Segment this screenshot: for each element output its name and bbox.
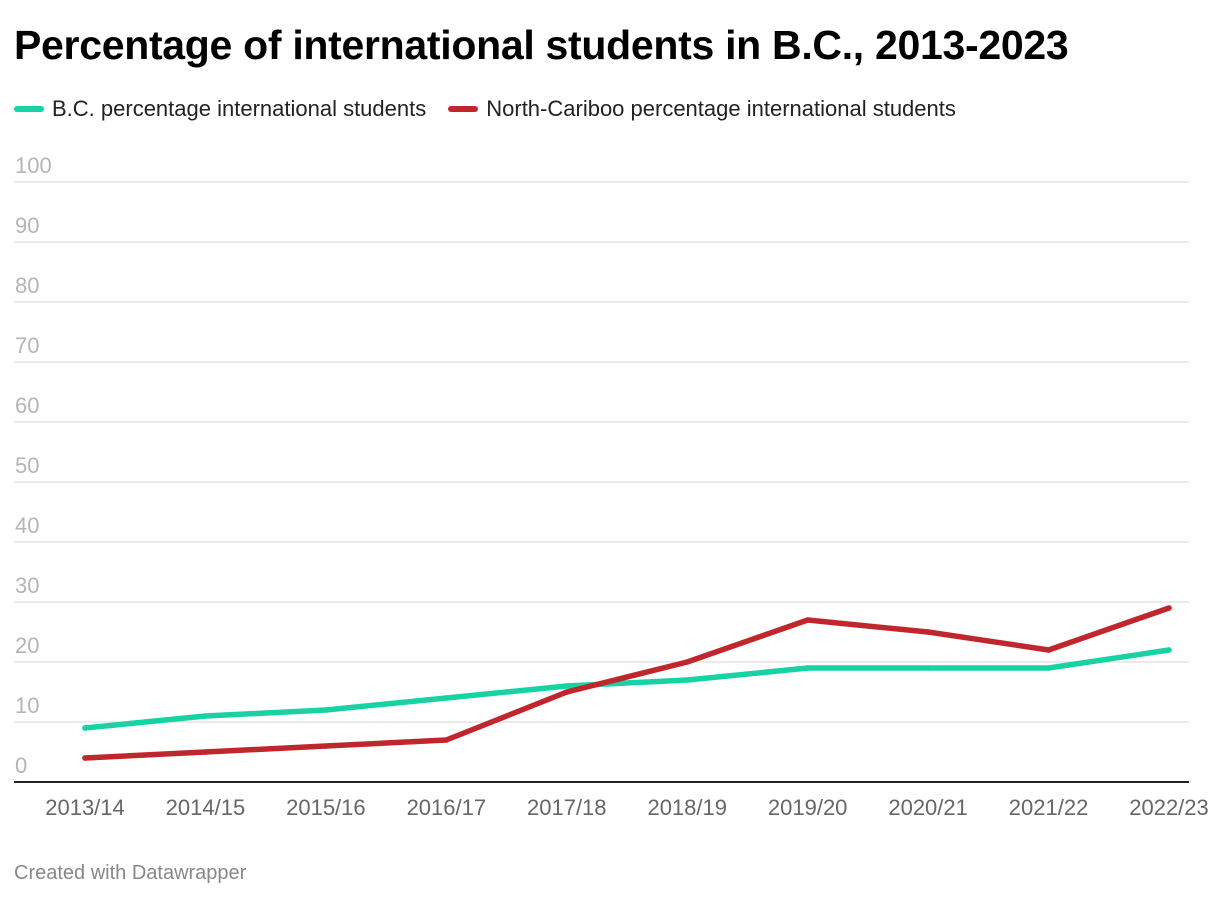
y-tick-label: 100 xyxy=(15,153,52,178)
data-point xyxy=(564,683,570,689)
y-tick-label: 70 xyxy=(15,333,39,358)
x-tick-label: 2020/21 xyxy=(888,795,968,820)
y-tick-label: 40 xyxy=(15,513,39,538)
data-point xyxy=(925,665,931,671)
data-point xyxy=(323,743,329,749)
y-tick-label: 20 xyxy=(15,633,39,658)
y-tick-label: 60 xyxy=(15,393,39,418)
y-tick-label: 50 xyxy=(15,453,39,478)
legend-label-bc: B.C. percentage international students xyxy=(52,96,427,121)
data-point xyxy=(1045,647,1052,653)
data-point xyxy=(82,725,88,731)
data-point xyxy=(564,689,570,695)
x-tick-label: 2013/14 xyxy=(45,795,125,820)
y-tick-label: 80 xyxy=(15,273,39,298)
x-tick-label: 2022/23 xyxy=(1129,795,1209,820)
series-line-1 xyxy=(82,605,1172,761)
data-point xyxy=(1045,665,1052,671)
data-point xyxy=(1166,605,1172,611)
data-point xyxy=(804,617,811,623)
x-tick-label: 2016/17 xyxy=(407,795,487,820)
x-tick-label: 2017/18 xyxy=(527,795,607,820)
x-tick-label: 2018/19 xyxy=(647,795,727,820)
data-point xyxy=(82,755,88,761)
chart-title: Percentage of international students in … xyxy=(14,22,1069,68)
data-point xyxy=(202,749,209,755)
x-tick-label: 2021/22 xyxy=(1009,795,1089,820)
x-tick-label: 2014/15 xyxy=(166,795,246,820)
x-tick-label: 2015/16 xyxy=(286,795,366,820)
data-point xyxy=(443,695,450,701)
data-point xyxy=(202,713,209,719)
data-point xyxy=(684,677,690,683)
x-tick-label: 2019/20 xyxy=(768,795,848,820)
legend-item-north-cariboo: North-Cariboo percentage international s… xyxy=(448,96,956,122)
data-point xyxy=(804,665,811,671)
data-point xyxy=(684,659,690,665)
data-point xyxy=(1166,647,1172,653)
y-tick-label: 10 xyxy=(15,693,39,718)
legend-swatch-north-cariboo xyxy=(448,106,479,112)
footer-credit: Created with Datawrapper xyxy=(14,862,247,884)
y-tick-label: 30 xyxy=(15,573,39,598)
legend: B.C. percentage international students N… xyxy=(14,96,978,122)
data-point xyxy=(323,707,329,713)
data-point xyxy=(443,737,450,743)
data-point xyxy=(925,629,931,635)
legend-swatch-bc xyxy=(14,106,44,112)
legend-item-bc: B.C. percentage international students xyxy=(14,96,426,122)
series-line-0 xyxy=(82,647,1172,731)
y-tick-label: 0 xyxy=(15,753,27,778)
y-tick-label: 90 xyxy=(15,213,39,238)
legend-label-north-cariboo: North-Cariboo percentage international s… xyxy=(486,96,956,121)
